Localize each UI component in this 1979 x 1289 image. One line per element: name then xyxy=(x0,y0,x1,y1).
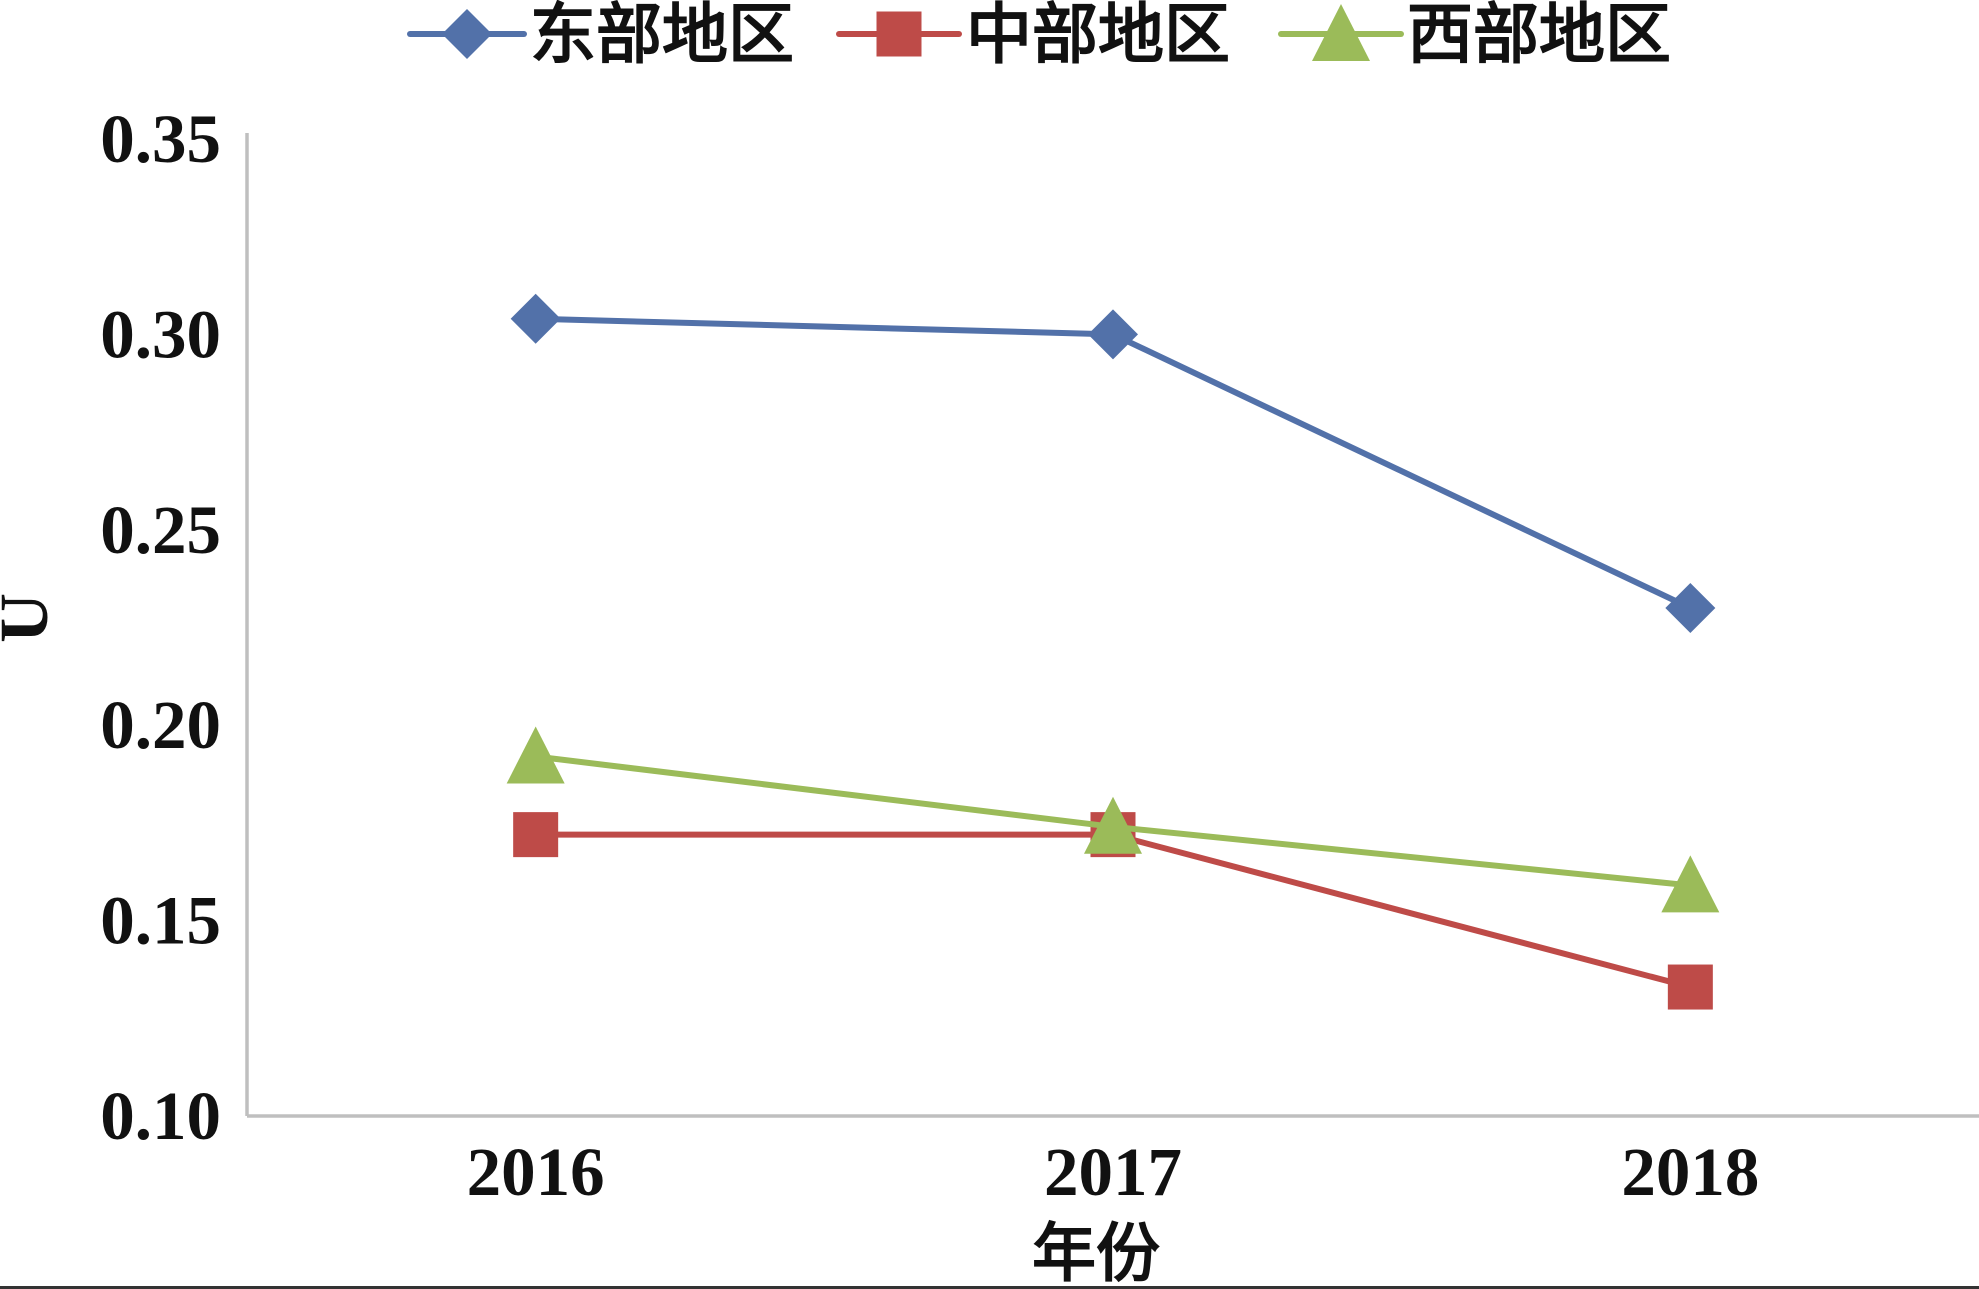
legend-marker-swatch xyxy=(1312,4,1370,61)
series-2-point-marker xyxy=(513,812,559,858)
y-tick-label: 0.20 xyxy=(100,687,221,763)
y-tick-label: 0.30 xyxy=(100,296,221,372)
y-tick-label: 0.15 xyxy=(100,883,221,959)
series-1-point-marker xyxy=(510,293,561,344)
legend-item-2: 中部地区 xyxy=(836,0,1230,73)
legend-label: 东部地区 xyxy=(530,0,794,73)
legend-item-3: 西部地区 xyxy=(1278,0,1671,73)
x-tick-label: 2017 xyxy=(1044,1134,1182,1210)
y-tick-label: 0.10 xyxy=(100,1078,221,1154)
x-tick-labels: 2016 2017 2018 xyxy=(467,1134,1760,1210)
legend-label: 中部地区 xyxy=(966,0,1230,73)
legend-label: 西部地区 xyxy=(1407,0,1671,73)
x-axis-label: 年份 xyxy=(1032,1217,1160,1289)
series-2-point-marker xyxy=(1667,964,1713,1010)
y-tick-label: 0.25 xyxy=(100,492,221,568)
series-1 xyxy=(510,293,1716,633)
legend: 东部地区 中部地区 西部地区 xyxy=(407,0,1671,73)
series-2-line xyxy=(532,831,1694,991)
plot-series xyxy=(506,293,1720,1010)
series-1-line xyxy=(532,315,1694,611)
series-3 xyxy=(506,726,1720,913)
legend-item-1: 东部地区 xyxy=(407,0,794,73)
series-3-point-marker xyxy=(1661,855,1720,913)
y-tick-label: 0.35 xyxy=(100,101,221,177)
legend-marker-swatch xyxy=(442,9,492,59)
series-1-point-marker xyxy=(1665,582,1716,633)
series-3-point-marker xyxy=(1084,796,1142,854)
legend-marker-swatch xyxy=(876,11,922,57)
x-tick-label: 2018 xyxy=(1621,1134,1759,1210)
series-3-point-marker xyxy=(506,726,565,784)
x-tick-label: 2016 xyxy=(467,1134,605,1210)
y-axis-label: U xyxy=(0,593,62,643)
series-1-point-marker xyxy=(1088,309,1138,360)
y-tick-labels: 0.10 0.15 0.20 0.25 0.30 0.35 xyxy=(100,101,221,1154)
